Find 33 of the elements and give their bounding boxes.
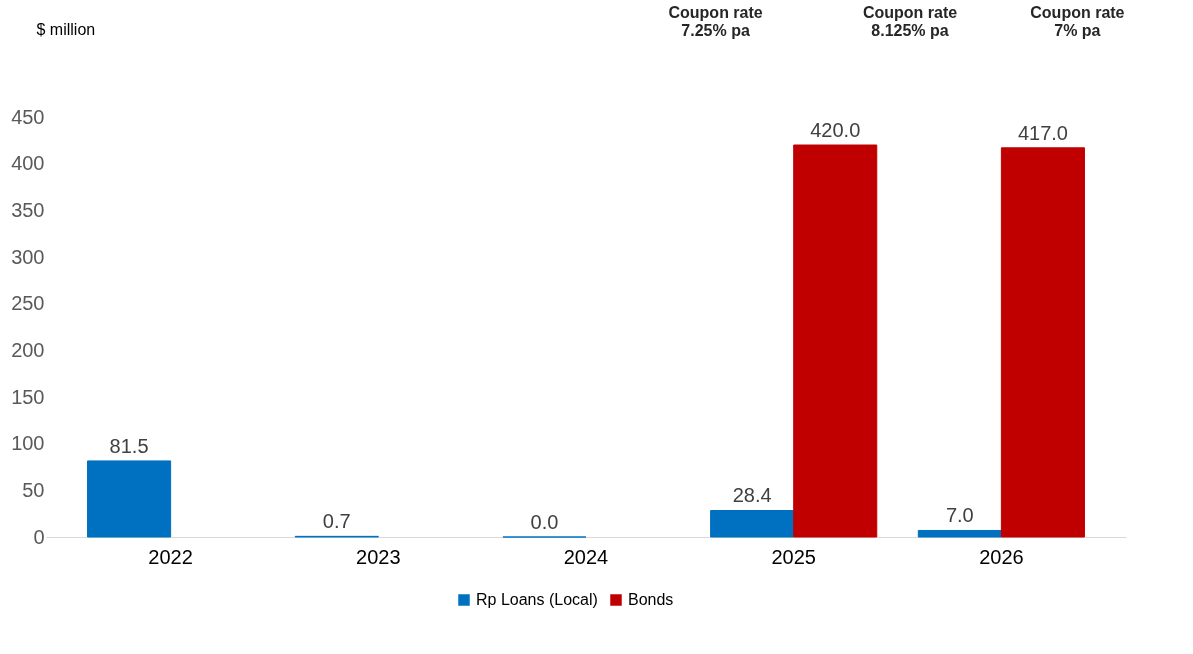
x-tick-label: 2026 [979,545,1024,568]
y-axis-title: $ million [36,20,96,38]
x-tick-label: 2024 [563,545,609,568]
x-tick-label: 2025 [771,545,816,568]
x-tick-label: 2023 [356,545,401,568]
y-tick-label: 250 [11,292,45,315]
data-label: 28.4 [732,484,772,507]
y-tick-label: 100 [11,432,45,455]
bar [710,509,795,538]
y-tick-label: 450 [11,105,45,128]
legend-label: Rp Loans (Local) [476,591,598,608]
data-label: 7.0 [945,504,974,527]
y-tick-label: 300 [11,245,45,268]
bar [87,460,172,538]
y-tick-label: 50 [22,478,45,501]
data-label: 0.7 [322,510,351,533]
y-tick-label: 200 [11,338,45,361]
text: Coupon rate 7% pa [1030,4,1125,39]
bar [1000,147,1085,538]
data-label: 81.5 [109,434,149,457]
y-tick-label: 400 [11,152,45,175]
legend-label: Bonds [628,591,674,608]
y-tick-label: 350 [11,198,45,221]
data-label: 0.0 [530,511,559,533]
text: Coupon rate 8.125% pa [862,4,958,39]
x-tick-label: 2022 [148,545,193,568]
y-tick-label: 0 [33,525,45,548]
y-tick-label: 150 [11,385,45,408]
bar [793,144,878,538]
bar [917,529,1002,538]
data-label: 420.0 [810,119,861,141]
data-label: 417.0 [1017,121,1068,144]
text: Coupon rate 7.25% pa [668,4,763,39]
